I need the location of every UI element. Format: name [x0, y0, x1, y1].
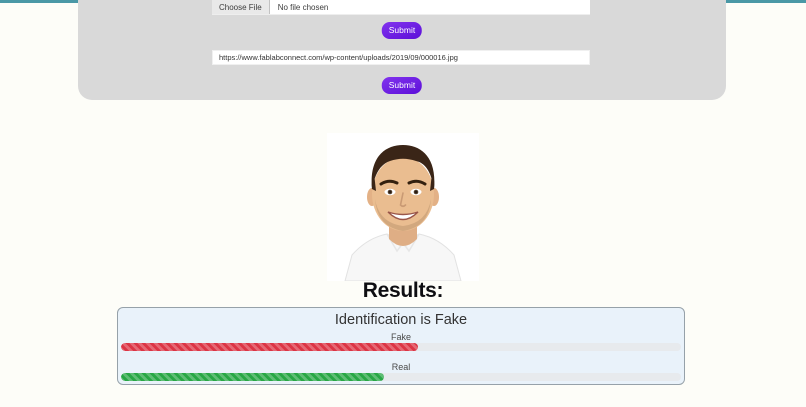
fake-progress-track — [121, 343, 681, 351]
face-photo-illustration — [327, 133, 479, 282]
results-card: Identification is Fake Fake Real — [117, 307, 685, 385]
upload-form-panel: Choose File No file chosen Submit Submit — [78, 0, 726, 100]
real-bar-label: Real — [391, 362, 411, 372]
real-progress-track — [121, 373, 681, 381]
file-submit-button[interactable]: Submit — [381, 22, 423, 39]
result-face-photo — [327, 133, 479, 282]
real-progress-fill — [121, 373, 385, 381]
image-url-input[interactable] — [212, 50, 590, 65]
url-submit-button[interactable]: Submit — [381, 77, 423, 94]
results-heading: Results: — [362, 279, 444, 302]
verdict-text: Identification is Fake — [334, 312, 468, 328]
file-status-text: No file chosen — [277, 2, 329, 12]
fake-bar-label: Fake — [390, 332, 411, 342]
fake-progress-fill — [121, 343, 418, 351]
file-upload-input[interactable]: Choose File No file chosen — [212, 0, 590, 15]
choose-file-button[interactable]: Choose File — [212, 0, 270, 14]
